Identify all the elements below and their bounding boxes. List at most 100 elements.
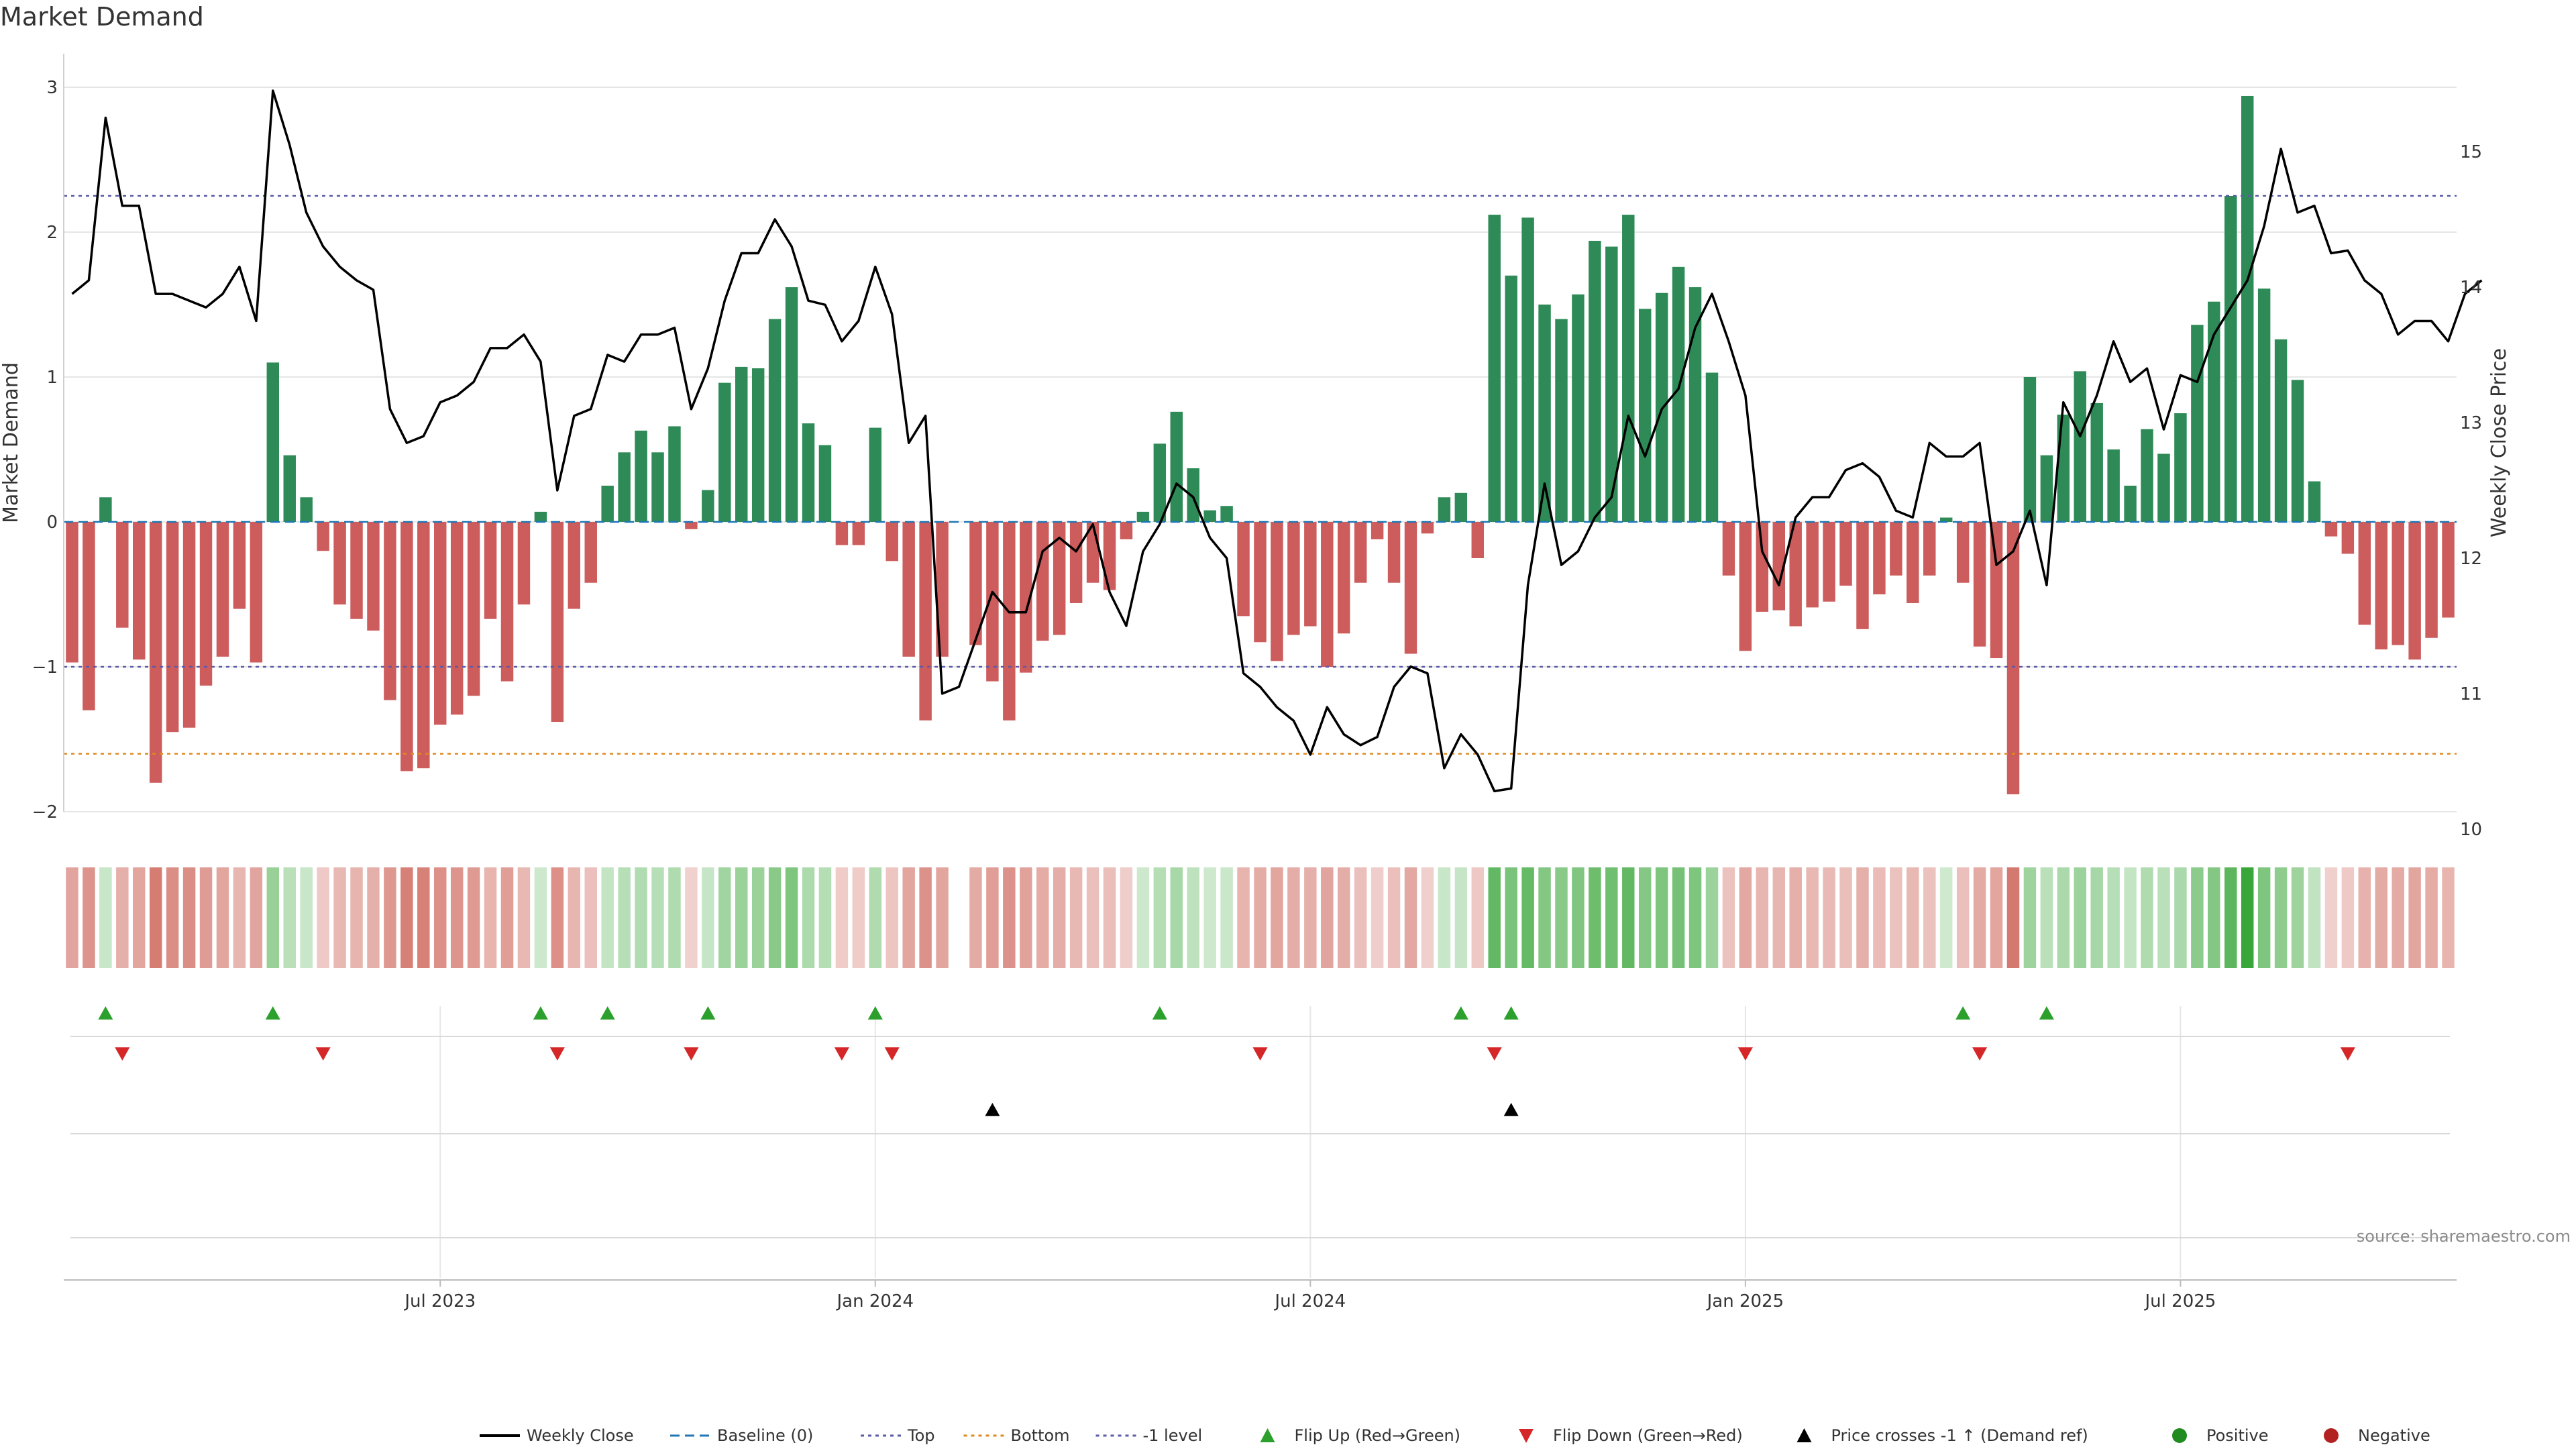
demand-bar <box>601 486 614 522</box>
demand-bar <box>384 522 396 700</box>
heat-cell <box>584 867 597 968</box>
heat-cell <box>1404 867 1417 968</box>
heat-cell <box>1438 867 1451 968</box>
flip-down-marker <box>115 1047 130 1061</box>
demand-bar <box>651 452 664 522</box>
demand-bar <box>1421 522 1434 534</box>
y-tick-label-left: 0 <box>46 513 58 533</box>
demand-bar <box>685 522 698 529</box>
demand-bar <box>400 522 413 771</box>
demand-bar <box>735 366 748 522</box>
demand-bar <box>1890 522 1902 576</box>
legend-label: -1 level <box>1143 1426 1203 1445</box>
demand-bar <box>869 427 882 522</box>
demand-bar <box>99 497 112 522</box>
heat-cell <box>1923 867 1936 968</box>
heat-cell <box>2006 867 2020 968</box>
heat-cell <box>1203 867 1216 968</box>
heat-cell <box>2124 867 2137 968</box>
heat-cell <box>2392 867 2404 968</box>
heat-cell <box>1271 867 1283 968</box>
flip-down-marker <box>884 1047 900 1061</box>
heat-cell <box>818 867 832 968</box>
x-tick-label: Jul 2025 <box>2144 1291 2216 1311</box>
heat-cell <box>534 867 547 968</box>
heat-cell <box>785 867 798 968</box>
demand-bar <box>986 522 999 682</box>
heat-cell <box>1187 867 1199 968</box>
demand-bar <box>1622 215 1635 522</box>
demand-bar <box>1772 522 1785 610</box>
flip-up-marker <box>2039 1006 2054 1020</box>
demand-bar <box>1990 522 2003 659</box>
y-tick-label-right: 12 <box>2460 549 2482 569</box>
heat-cell <box>1153 867 1167 968</box>
heat-cell <box>2057 867 2070 968</box>
heat-cell <box>517 867 531 968</box>
legend-item-baseline: Baseline (0) <box>670 1426 813 1445</box>
y-tick-label-left: −1 <box>32 657 58 678</box>
legend-item-flip_down: Flip Down (Green→Red) <box>1519 1426 1743 1445</box>
heat-cell <box>2208 867 2220 968</box>
demand-bar <box>1036 522 1049 641</box>
demand-bar <box>83 522 95 710</box>
demand-bar <box>1020 522 1032 673</box>
legend-swatch <box>2324 1428 2339 1443</box>
demand-bar <box>1203 510 1216 522</box>
demand-bar <box>1538 305 1551 522</box>
y-tick-label-left: 3 <box>46 78 58 98</box>
demand-bar <box>2090 402 2103 522</box>
legend-label: Weekly Close <box>527 1426 634 1445</box>
heat-cell <box>1120 867 1133 968</box>
demand-bar <box>1672 266 1685 522</box>
legend-label: Negative <box>2358 1426 2430 1445</box>
heat-cell <box>384 867 396 968</box>
demand-bar <box>1739 522 1752 651</box>
heat-cell <box>2141 867 2153 968</box>
demand-bar <box>434 522 447 725</box>
flip-up-marker <box>1955 1006 1971 1020</box>
demand-bar <box>1220 506 1233 522</box>
heat-cell <box>1505 867 1517 968</box>
demand-bar <box>116 522 129 628</box>
heat-cell <box>99 867 112 968</box>
demand-bar <box>802 423 815 522</box>
legend-item-bottom: Bottom <box>963 1426 1070 1445</box>
demand-bar <box>1956 522 1970 583</box>
heat-cell <box>2308 867 2321 968</box>
heat-cell <box>116 867 129 968</box>
x-tick-label: Jul 2024 <box>1273 1291 1346 1311</box>
heat-cell <box>1220 867 1233 968</box>
heat-cell <box>166 867 179 968</box>
heat-cell <box>852 867 865 968</box>
heat-cell <box>434 867 447 968</box>
heat-cell <box>702 867 714 968</box>
heat-cell <box>216 867 229 968</box>
demand-bar <box>2074 371 2086 522</box>
demand-bar <box>2341 522 2355 554</box>
heat-cell <box>1705 867 1719 968</box>
demand-bar <box>1907 522 1919 603</box>
demand-bar <box>149 522 162 783</box>
demand-bar <box>2208 301 2220 522</box>
heat-cell <box>2040 867 2053 968</box>
demand-bar <box>668 426 681 522</box>
heat-cell <box>1538 867 1551 968</box>
heat-cell <box>1354 867 1367 968</box>
legend-item-minus1: -1 level <box>1095 1426 1203 1445</box>
heat-cell <box>1103 867 1116 968</box>
demand-bar <box>216 522 229 657</box>
flip-up-marker <box>867 1006 883 1020</box>
y-tick-label-right: 14 <box>2460 278 2482 298</box>
heat-cell <box>1421 867 1434 968</box>
demand-bar <box>166 522 179 733</box>
y-tick-label-right: 15 <box>2460 142 2482 162</box>
flip-up-marker <box>1503 1006 1519 1020</box>
demand-bar <box>1103 522 1116 590</box>
demand-bar <box>1287 522 1300 635</box>
heat-cell <box>1990 867 2003 968</box>
legend-item-top: Top <box>861 1426 935 1445</box>
demand-bar <box>635 430 647 522</box>
demand-bar <box>350 522 363 619</box>
heat-cell <box>635 867 647 968</box>
